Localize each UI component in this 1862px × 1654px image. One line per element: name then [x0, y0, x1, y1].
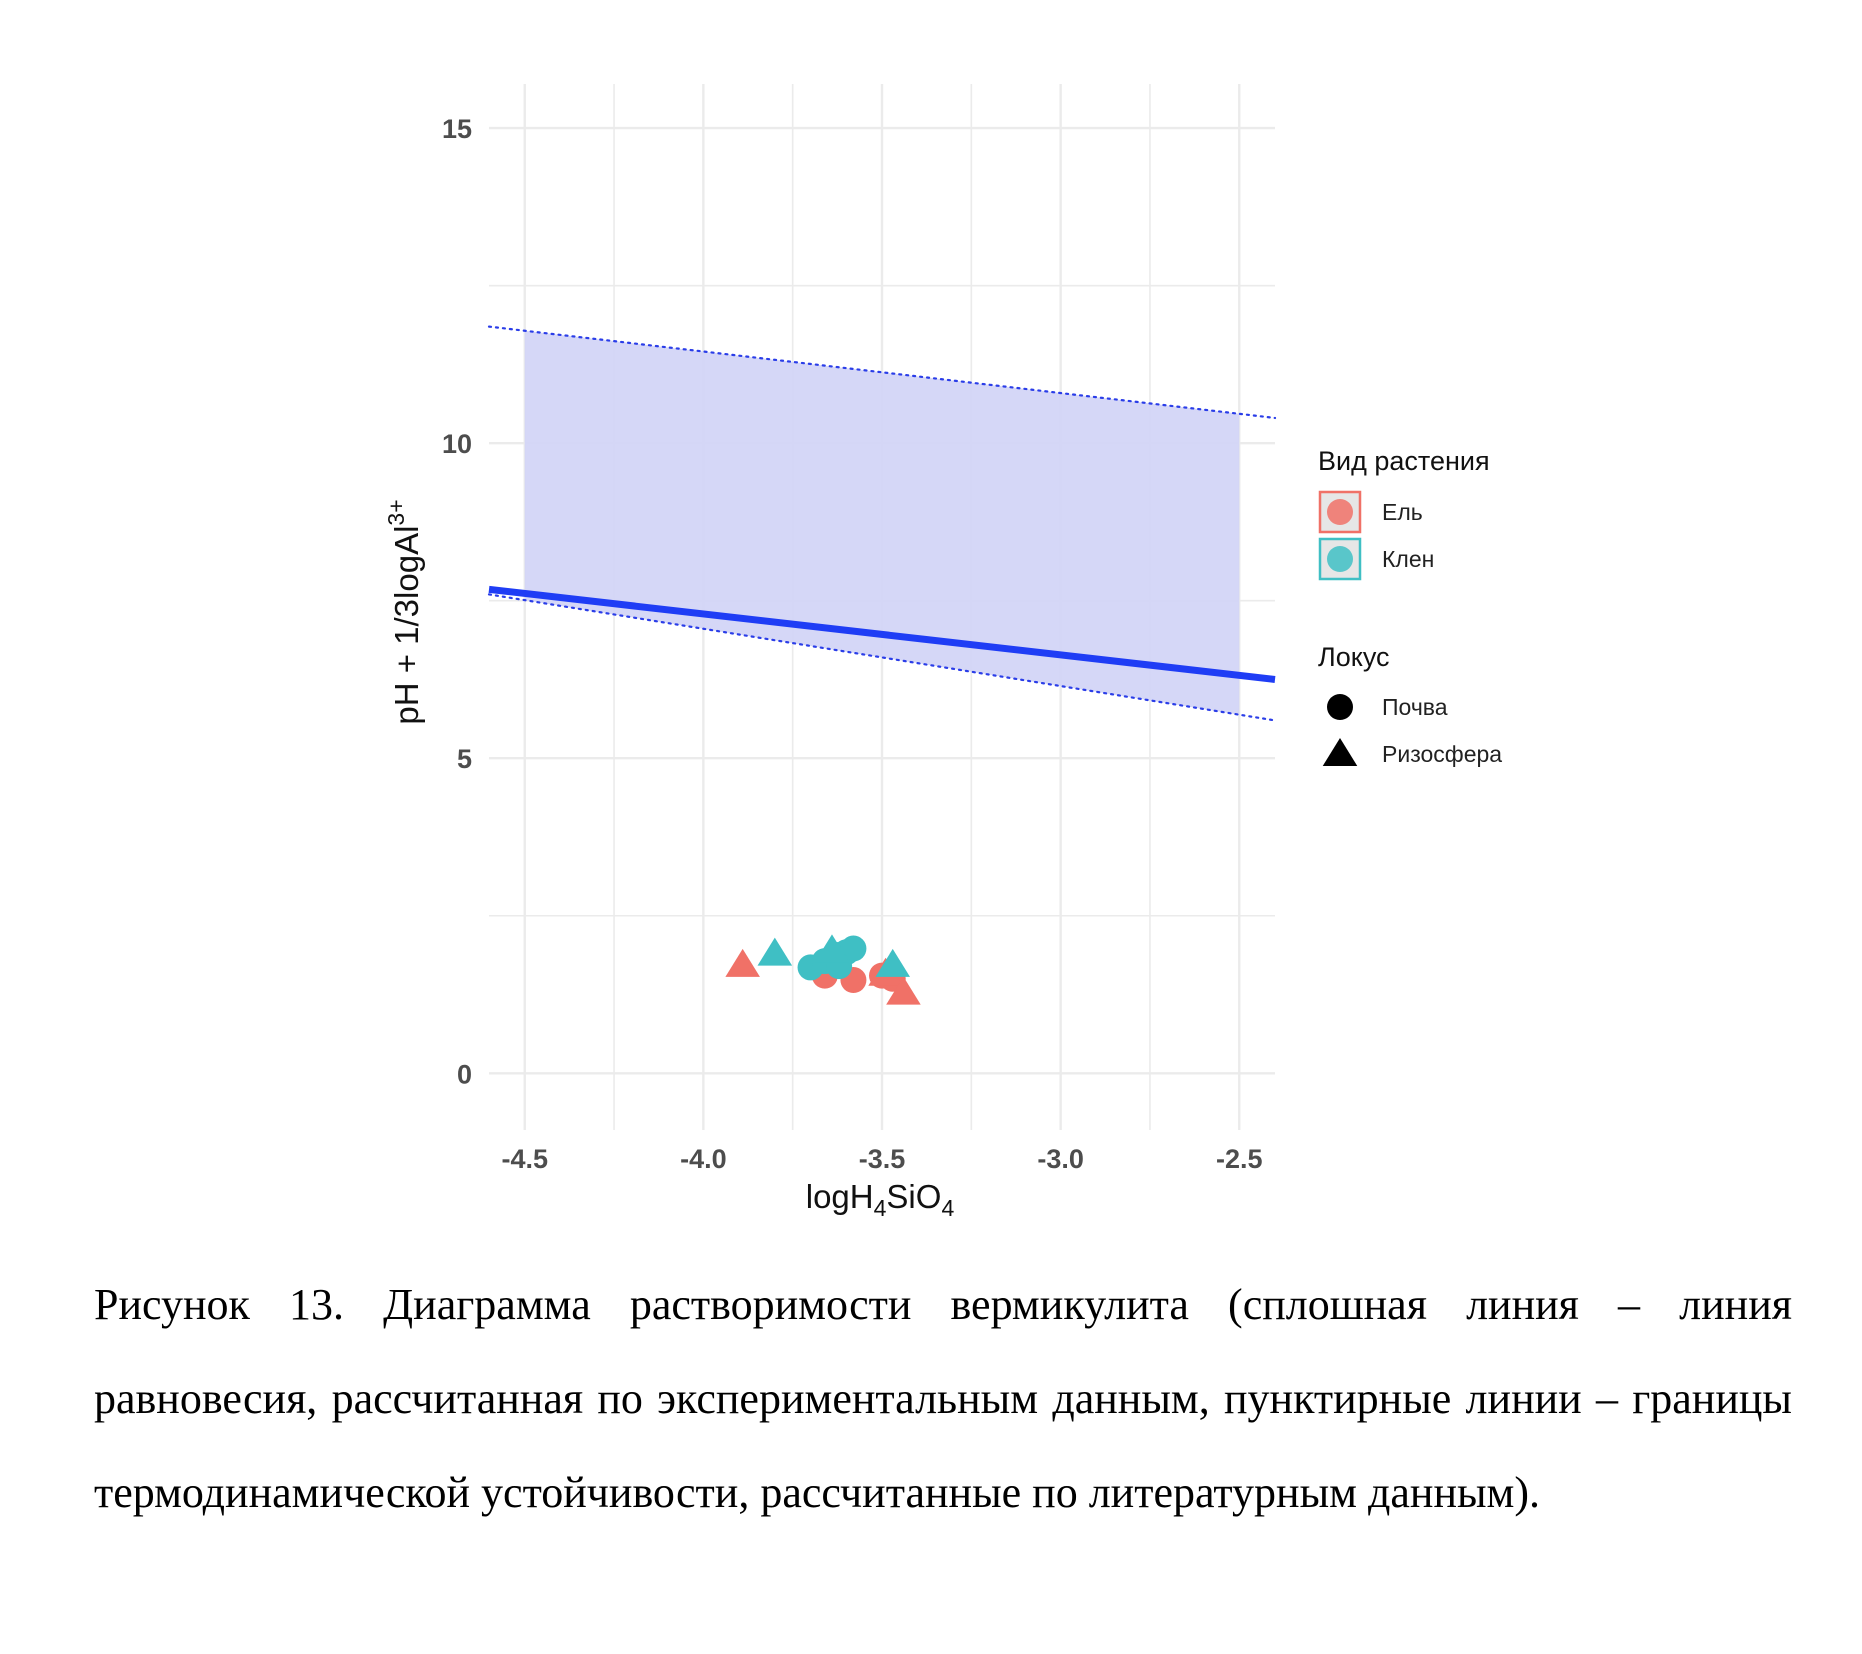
x-axis-title-sub1: 4	[874, 1195, 887, 1221]
legend-species-key	[1318, 537, 1362, 581]
legend-locus-triangle	[1322, 738, 1358, 766]
y-tick-label: 15	[442, 114, 472, 144]
y-axis-title-base: pH + 1/3logAl	[388, 526, 425, 725]
data-point-circle	[840, 935, 867, 962]
legend-locus-title: Локус	[1318, 642, 1390, 672]
stability-band-fill	[524, 330, 1240, 715]
data-point-triangle	[875, 948, 910, 977]
legend-locus-label: Ризосфера	[1382, 741, 1502, 767]
y-tick-label: 10	[442, 429, 472, 459]
legend-species-title: Вид растения	[1318, 446, 1490, 476]
data-point-triangle	[886, 976, 921, 1005]
x-tick-label: -4.5	[501, 1144, 548, 1174]
x-axis-title-mid: SiO	[886, 1178, 941, 1215]
stability-band	[524, 330, 1240, 715]
equilibrium-line	[488, 585, 1276, 683]
lower-boundary-line	[487, 593, 1277, 722]
x-tick-label: -4.0	[680, 1144, 727, 1174]
legend-species-dot	[1327, 546, 1353, 572]
y-axis-title-sup: 3+	[383, 499, 409, 525]
x-axis-title: logH4SiO4	[806, 1178, 955, 1221]
data-points	[725, 934, 921, 1005]
legend-species-items: Ель Клен	[1318, 490, 1434, 581]
legend-species-label: Ель	[1382, 499, 1423, 525]
axis-ticks: -4.5 -4.0 -3.5 -3.0 -2.5 0 5 10 15	[442, 114, 1263, 1174]
y-tick-label: 0	[457, 1059, 472, 1089]
legend-locus-items: Почва Ризосфера	[1322, 694, 1502, 767]
x-tick-label: -2.5	[1216, 1144, 1263, 1174]
data-point-triangle	[725, 948, 760, 977]
data-point-triangle	[814, 934, 850, 963]
chart-lines	[487, 325, 1277, 722]
legend-locus-circle	[1327, 694, 1353, 720]
x-tick-label: -3.0	[1037, 1144, 1084, 1174]
x-axis-title-sub2: 4	[941, 1195, 954, 1221]
y-axis-title: pH + 1/3logAl3+	[383, 499, 425, 724]
legend: Вид растения Ель Клен Локус Почва Ризосфер…	[1318, 446, 1502, 767]
legend-species-dot	[1327, 499, 1353, 525]
x-axis-title-base: logH	[806, 1178, 874, 1215]
data-point-triangle	[757, 937, 793, 966]
upper-boundary-line	[487, 325, 1277, 420]
x-tick-label: -3.5	[859, 1144, 906, 1174]
legend-locus-label: Почва	[1382, 694, 1448, 720]
y-tick-label: 5	[457, 744, 472, 774]
figure-caption: Рисунок 13. Диаграмма растворимости верм…	[94, 1280, 1792, 1517]
legend-species-label: Клен	[1382, 546, 1434, 572]
